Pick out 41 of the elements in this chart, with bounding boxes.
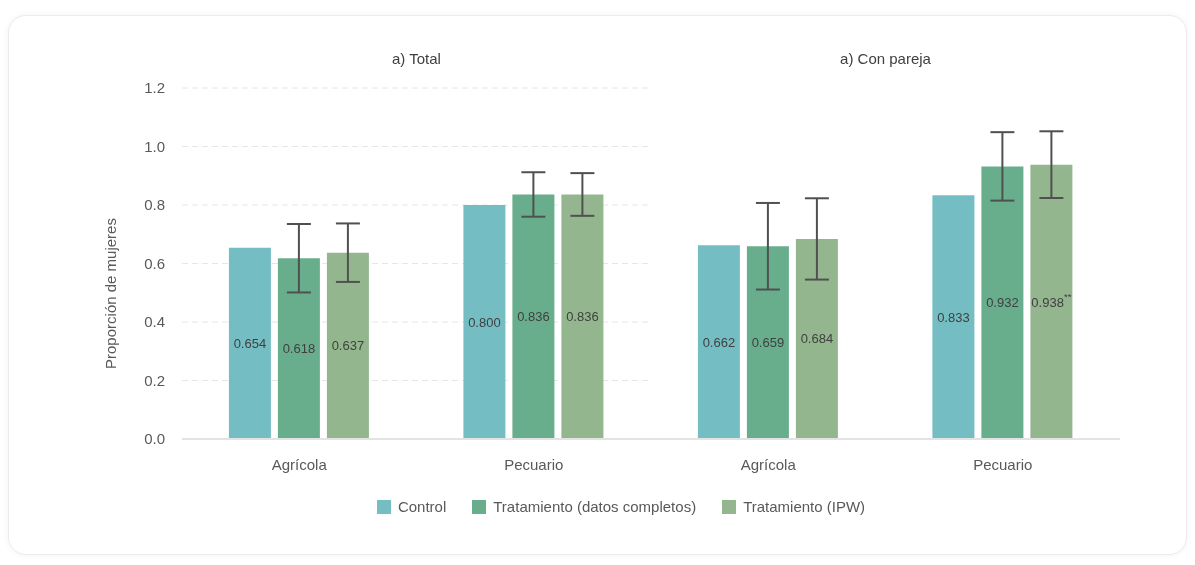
data-label: 0.637 bbox=[331, 338, 365, 354]
bar bbox=[463, 205, 506, 439]
bar bbox=[697, 245, 740, 439]
y-tick-label: 0.4 bbox=[144, 313, 165, 331]
chart-title: a) Con pareja bbox=[840, 50, 931, 67]
x-tick-label: Agrícola bbox=[740, 455, 797, 473]
bar bbox=[795, 238, 838, 439]
data-label: 0.836 bbox=[517, 309, 550, 325]
bar bbox=[932, 195, 975, 439]
bar bbox=[1030, 164, 1073, 439]
y-tick-label: 0.0 bbox=[144, 430, 165, 448]
bar bbox=[561, 194, 604, 439]
data-label: 0.654 bbox=[233, 335, 267, 351]
bar bbox=[512, 194, 555, 439]
data-label: 0.618 bbox=[282, 341, 316, 357]
bar bbox=[746, 246, 789, 439]
bar bbox=[228, 247, 271, 439]
bar bbox=[981, 166, 1024, 439]
y-tick-label: 0.8 bbox=[144, 196, 165, 214]
data-label: 0.833 bbox=[937, 309, 970, 325]
y-tick-label: 0.6 bbox=[144, 254, 165, 272]
data-label: 0.659 bbox=[751, 335, 785, 351]
data-label: 0.684 bbox=[800, 331, 834, 347]
data-label: 0.800 bbox=[468, 314, 501, 330]
data-label: 0.938$^{**}$ bbox=[1031, 290, 1072, 310]
y-tick-label: 1.2 bbox=[144, 79, 165, 97]
data-label: 0.662 bbox=[702, 334, 736, 350]
legend-label: Tratamiento (datos completos) bbox=[493, 498, 697, 516]
bar bbox=[277, 258, 320, 439]
data-label: 0.836 bbox=[566, 309, 599, 325]
x-tick-label: Pecuario bbox=[504, 455, 564, 473]
legend-label: Tratamiento (IPW) bbox=[743, 498, 866, 516]
y-axis-title: Proporción de mujeres bbox=[101, 218, 119, 369]
y-tick-label: 1.0 bbox=[144, 137, 165, 155]
legend-label: Control bbox=[397, 498, 447, 516]
y-tick-label: 0.2 bbox=[144, 371, 165, 389]
data-label: 0.932 bbox=[986, 295, 1019, 311]
x-tick-label: Pecuario bbox=[973, 455, 1033, 473]
x-tick-label: Agrícola bbox=[271, 455, 328, 473]
chart-title: a) Total bbox=[392, 50, 441, 67]
bar bbox=[326, 252, 369, 439]
